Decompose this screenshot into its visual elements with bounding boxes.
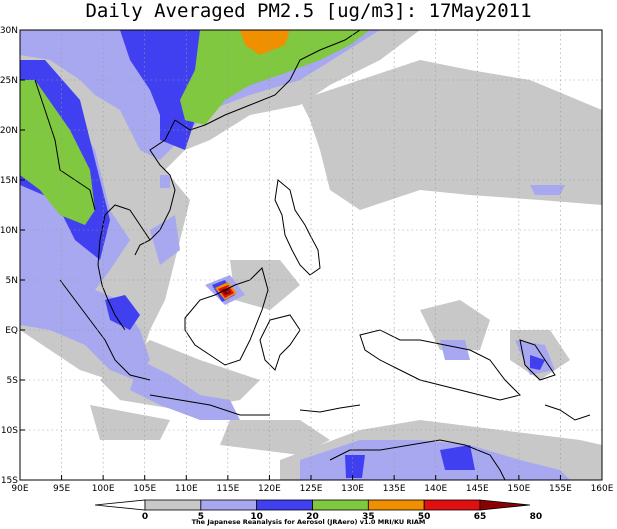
credit-text: The Japanese Reanalysis for Aerosol (JRA… [191,518,426,526]
map-title: Daily Averaged PM2.5 [ug/m3]: 17May2011 [85,0,532,22]
colorbar-segment [312,499,369,511]
longitude-label: 145E [466,484,489,494]
longitude-label: 90E [11,484,28,494]
latitude-label: 10N [0,226,18,236]
longitude-label: 155E [549,484,572,494]
longitude-label: 95E [53,484,70,494]
longitude-label: 150E [507,484,530,494]
longitude-label: 110E [175,484,198,494]
colorbar: 0 5 10 20 35 50 65 80 [94,499,543,522]
longitude-label: 115E [216,484,239,494]
colorbar-segment [94,499,146,511]
latitude-label: EQ [5,326,18,336]
longitude-label: 140E [424,484,447,494]
latitude-label: 5N [6,276,18,286]
latitude-label: 15N [0,176,18,186]
latitude-label: 20N [0,126,18,136]
colorbar-segment [479,499,531,511]
latitude-label: 5S [7,376,19,386]
latitude-label: 30N [0,26,18,36]
longitude-label: 130E [341,484,364,494]
colorbar-tick-label: 80 [530,512,543,522]
longitude-labels: 90E 95E 100E 105E 110E 115E 120E 125E 130E 135E 14… [11,475,614,494]
latitude-label: 25N [0,76,18,86]
colorbar-segment [423,499,481,511]
colorbar-segment [200,499,258,511]
colorbar-segment [144,499,202,511]
coastlines [34,30,591,480]
colorbar-segment [256,499,313,511]
latitude-label: 10S [1,426,18,436]
colorbar-tick-label: 50 [418,512,431,522]
concentration-shading [20,30,602,480]
longitude-label: 105E [133,484,156,494]
longitude-label: 160E [591,484,614,494]
colorbar-segment [367,499,425,511]
longitude-label: 125E [300,484,323,494]
colorbar-tick-label: 65 [474,512,487,522]
longitude-label: 120E [258,484,281,494]
grid-lines [20,30,602,480]
colorbar-tick-label: 5 [198,512,204,522]
level-over-80-areas [221,288,231,295]
longitude-label: 100E [92,484,115,494]
latitude-labels: 30N 25N 20N 15N 10N 5N EQ 5S 10S 15S [0,26,25,486]
colorbar-tick-label: 20 [306,512,319,522]
colorbar-tick-label: 0 [142,512,148,522]
colorbar-tick-label: 35 [362,512,375,522]
longitude-label: 135E [383,484,406,494]
latitude-label: 15S [1,476,18,486]
colorbar-tick-label: 10 [250,512,263,522]
